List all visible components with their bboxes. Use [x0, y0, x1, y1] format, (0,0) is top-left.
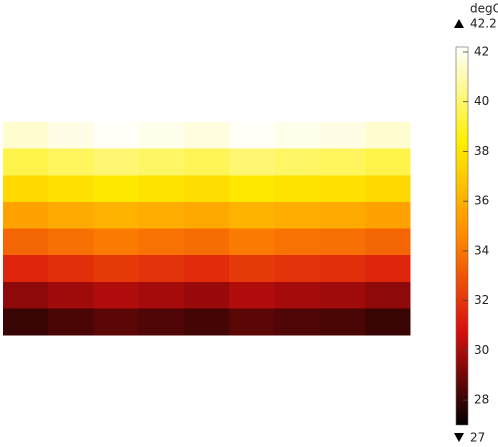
- heat-cell: [3, 148, 49, 176]
- heat-cell: [319, 175, 366, 203]
- heat-cell: [364, 255, 411, 283]
- heat-cell: [364, 281, 411, 309]
- heat-cell: [93, 122, 140, 150]
- heat-cell: [183, 255, 230, 283]
- heat-cell: [138, 255, 185, 283]
- heat-cell: [183, 175, 230, 203]
- heat-cell: [319, 281, 366, 309]
- heat-cell: [48, 201, 94, 229]
- colorbar-tick-label: 30: [474, 343, 489, 357]
- heat-cell: [364, 122, 411, 150]
- heat-cell: [3, 122, 49, 150]
- heat-cell: [319, 228, 366, 256]
- heat-cell: [3, 255, 49, 283]
- heat-cell: [48, 308, 94, 336]
- heat-cell: [93, 308, 140, 336]
- heat-cell: [3, 281, 49, 309]
- colorbar-tick-label: 42: [474, 44, 489, 58]
- heat-cell: [183, 148, 230, 176]
- heat-cell: [93, 255, 140, 283]
- heat-cell: [3, 175, 49, 203]
- heat-cell: [229, 281, 275, 309]
- colorbar-tick-label: 40: [474, 94, 489, 108]
- heat-cell: [138, 122, 185, 150]
- heat-cell: [229, 148, 275, 176]
- heat-cell: [274, 175, 321, 203]
- heat-cell: [48, 122, 94, 150]
- heat-cell: [138, 281, 185, 309]
- heat-cell: [319, 201, 366, 229]
- colorbar-tick-label: 38: [474, 144, 489, 158]
- heat-cell: [274, 228, 321, 256]
- heat-cell: [138, 148, 185, 176]
- colorbar-tick-label: 34: [474, 243, 489, 257]
- heat-cell: [274, 148, 321, 176]
- heat-cell: [48, 228, 94, 256]
- heat-cell: [93, 201, 140, 229]
- heat-cell: [183, 281, 230, 309]
- heat-cell: [319, 122, 366, 150]
- colorbar: [455, 46, 469, 426]
- heat-cell: [48, 175, 94, 203]
- heat-cell: [274, 201, 321, 229]
- heat-cell: [183, 122, 230, 150]
- heat-cell: [3, 308, 49, 336]
- heat-cell: [274, 281, 321, 309]
- heat-cell: [3, 228, 49, 256]
- colorbar-tick-label: 28: [474, 393, 489, 407]
- heat-cell: [138, 201, 185, 229]
- heat-cell: [229, 201, 275, 229]
- heat-cell: [3, 201, 49, 229]
- heat-cell: [183, 308, 230, 336]
- max-label: 42.2: [470, 17, 497, 31]
- unit-label: degC: [470, 2, 498, 16]
- heat-cell: [229, 255, 275, 283]
- colorbar-tick-label: 36: [474, 194, 489, 208]
- heat-cell: [229, 228, 275, 256]
- heat-cell: [274, 255, 321, 283]
- heat-cell: [364, 175, 411, 203]
- heat-cell: [138, 228, 185, 256]
- heat-cell: [48, 148, 94, 176]
- heat-cell: [183, 228, 230, 256]
- heat-cell: [229, 175, 275, 203]
- heat-cell: [319, 148, 366, 176]
- heat-cell: [93, 281, 140, 309]
- heat-cell: [364, 201, 411, 229]
- heat-cell: [364, 228, 411, 256]
- max-arrow: [454, 19, 464, 28]
- heat-cell: [229, 308, 275, 336]
- heat-cell: [364, 148, 411, 176]
- heat-cell: [138, 308, 185, 336]
- heat-cell: [274, 122, 321, 150]
- heat-cell: [93, 148, 140, 176]
- heat-cell: [229, 122, 275, 150]
- heat-cell: [183, 201, 230, 229]
- heat-cell: [48, 255, 94, 283]
- heat-cell: [93, 175, 140, 203]
- min-arrow: [454, 433, 464, 442]
- colorbar-tick-label: 32: [474, 293, 489, 307]
- heat-cell: [274, 308, 321, 336]
- heat-cell: [319, 255, 366, 283]
- heat-cell: [93, 228, 140, 256]
- heat-cell: [138, 175, 185, 203]
- heat-cell: [364, 308, 411, 336]
- heat-cell: [48, 281, 94, 309]
- min-label: 27: [470, 431, 485, 445]
- heat-cell: [319, 308, 366, 336]
